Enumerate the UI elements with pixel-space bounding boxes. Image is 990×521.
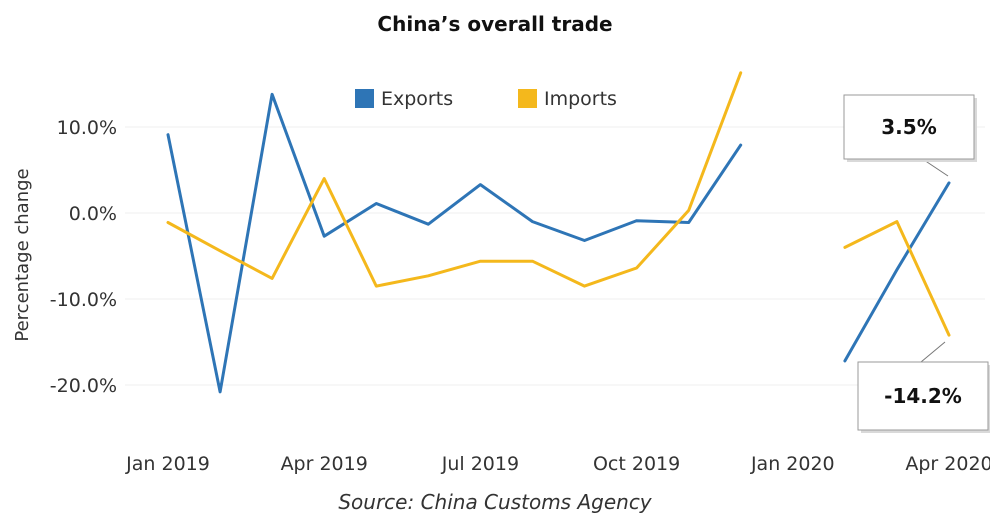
y-axis-ticks: 10.0% 0.0% -10.0% -20.0% — [50, 117, 117, 397]
callouts: 3.5% -14.2% — [843, 94, 990, 433]
exports-legend-swatch — [355, 89, 374, 108]
legend: Exports Imports — [355, 88, 617, 110]
chart-title: China’s overall trade — [377, 12, 613, 36]
imports-callout-box — [857, 361, 989, 431]
imports-line — [166, 71, 951, 337]
imports-legend-label: Imports — [544, 88, 617, 110]
x-tick-label: Apr 2020 — [905, 453, 990, 475]
imports-legend-swatch — [518, 89, 537, 108]
x-tick-label: Jan 2019 — [125, 453, 210, 475]
exports-callout-box — [843, 94, 975, 160]
x-tick-label: Jul 2019 — [441, 453, 519, 475]
x-tick-label: Oct 2019 — [593, 453, 680, 475]
exports-callout-label: 3.5% — [881, 115, 936, 139]
imports-callout-pointer — [920, 341, 946, 363]
source-note: Source: China Customs Agency — [338, 490, 652, 514]
gridlines — [125, 72, 985, 435]
exports-line — [166, 92, 951, 394]
y-tick-label: 0.0% — [69, 203, 117, 225]
x-tick-label: Apr 2019 — [281, 453, 368, 475]
exports-legend-label: Exports — [381, 88, 453, 110]
y-tick-label: -10.0% — [50, 289, 117, 311]
exports-callout-pointer — [923, 159, 949, 177]
x-tick-label: Jan 2020 — [750, 453, 835, 475]
x-axis-ticks: Jan 2019 Apr 2019 Jul 2019 Oct 2019 Jan 2020… — [125, 453, 990, 475]
plot-area — [125, 72, 985, 435]
series-lines — [166, 71, 951, 394]
y-axis-title: Percentage change — [12, 168, 33, 341]
imports-callout-label: -14.2% — [884, 384, 962, 408]
y-tick-label: 10.0% — [57, 117, 117, 139]
y-tick-label: -20.0% — [50, 375, 117, 397]
